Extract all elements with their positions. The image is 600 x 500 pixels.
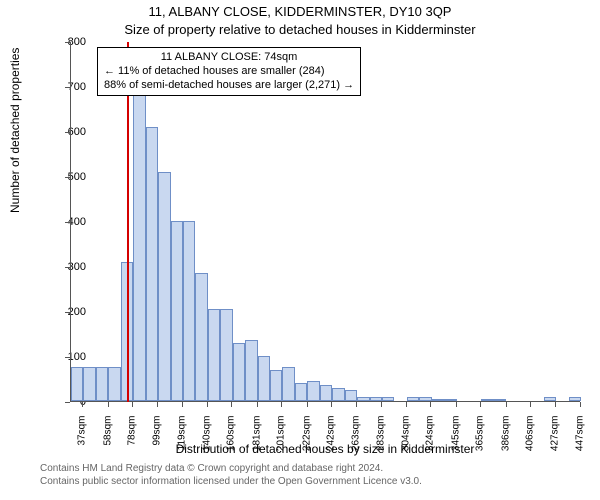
- histogram-bar: [258, 356, 270, 401]
- histogram-bar: [357, 397, 369, 402]
- histogram-bar: [158, 172, 170, 402]
- histogram-bar: [195, 273, 207, 401]
- histogram-bar: [419, 397, 431, 401]
- x-tick-mark: [207, 402, 208, 407]
- x-tick-mark: [506, 402, 507, 407]
- x-tick-mark: [580, 402, 581, 407]
- histogram-bar: [245, 340, 257, 401]
- histogram-bar: [345, 390, 357, 401]
- x-tick-mark: [281, 402, 282, 407]
- chart-container: 11, ALBANY CLOSE, KIDDERMINSTER, DY10 3Q…: [0, 0, 600, 500]
- x-axis-label: Distribution of detached houses by size …: [70, 442, 580, 456]
- histogram-bar: [282, 367, 294, 401]
- x-tick-mark: [82, 402, 83, 407]
- y-tick-mark: [65, 402, 70, 403]
- histogram-bar: [220, 309, 232, 401]
- x-tick-mark: [157, 402, 158, 407]
- x-tick-mark: [108, 402, 109, 407]
- x-tick-mark: [231, 402, 232, 407]
- histogram-bar: [71, 367, 83, 401]
- histogram-bar: [83, 367, 95, 401]
- histogram-bar: [96, 367, 108, 401]
- histogram-bar: [494, 399, 506, 401]
- x-tick-mark: [555, 402, 556, 407]
- histogram-bar: [270, 370, 282, 402]
- annotation-line: 11 ALBANY CLOSE: 74sqm: [104, 51, 354, 65]
- histogram-bar: [432, 399, 444, 401]
- footer-line-1: Contains HM Land Registry data © Crown c…: [40, 463, 580, 476]
- chart-subtitle: Size of property relative to detached ho…: [0, 22, 600, 37]
- x-tick-mark: [430, 402, 431, 407]
- histogram-bar: [569, 397, 581, 401]
- histogram-bar: [382, 397, 394, 402]
- histogram-bar: [233, 343, 245, 402]
- x-tick-mark: [480, 402, 481, 407]
- x-tick-mark: [356, 402, 357, 407]
- histogram-bar: [307, 381, 319, 401]
- chart-title: 11, ALBANY CLOSE, KIDDERMINSTER, DY10 3Q…: [0, 4, 600, 19]
- annotation-line: ← 11% of detached houses are smaller (28…: [104, 65, 354, 79]
- histogram-bar: [295, 383, 307, 401]
- histogram-bar: [544, 397, 556, 401]
- x-tick-mark: [257, 402, 258, 407]
- histogram-bar: [370, 397, 382, 402]
- x-tick-mark: [406, 402, 407, 407]
- histogram-bar: [171, 221, 183, 401]
- histogram-bar: [320, 385, 332, 401]
- x-tick-mark: [530, 402, 531, 407]
- histogram-bar: [183, 221, 195, 401]
- annotation-box: 11 ALBANY CLOSE: 74sqm← 11% of detached …: [97, 47, 361, 96]
- histogram-bar: [208, 309, 220, 401]
- footer-line-2: Contains public sector information licen…: [40, 476, 580, 489]
- plot-area: 11 ALBANY CLOSE: 74sqm← 11% of detached …: [70, 42, 580, 402]
- histogram-bar: [481, 399, 493, 401]
- x-tick-mark: [307, 402, 308, 407]
- histogram-bar: [444, 399, 456, 401]
- histogram-bar: [332, 388, 344, 402]
- histogram-bar: [108, 367, 120, 401]
- annotation-line: 88% of semi-detached houses are larger (…: [104, 79, 354, 93]
- x-tick-mark: [182, 402, 183, 407]
- x-tick-mark: [456, 402, 457, 407]
- histogram-bar: [146, 127, 158, 402]
- x-tick-mark: [381, 402, 382, 407]
- histogram-bar: [407, 397, 419, 401]
- x-tick-mark: [331, 402, 332, 407]
- x-tick-mark: [132, 402, 133, 407]
- y-axis-label: Number of detached properties: [8, 48, 22, 213]
- histogram-bar: [133, 95, 145, 401]
